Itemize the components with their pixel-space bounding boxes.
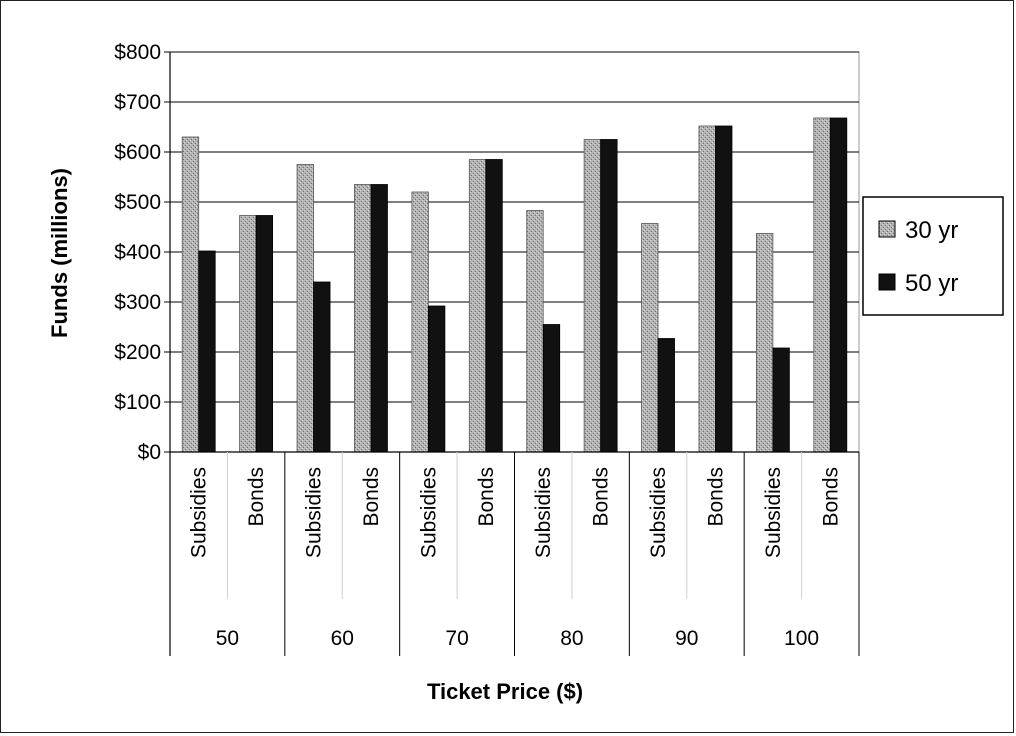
x-group-label: 60 (331, 627, 354, 650)
y-tick-label: $0 (138, 441, 161, 464)
bar-30yr-5 (411, 191, 429, 453)
bar-50yr-2 (255, 215, 274, 453)
x-axis-title: Ticket Price ($) (427, 679, 583, 704)
bar-30yr-2 (239, 215, 257, 453)
legend-swatch-30yr (878, 220, 896, 238)
y-tick-label: $500 (114, 191, 161, 214)
x-subcategory-label: Bonds (360, 467, 383, 527)
x-group-label: 70 (445, 627, 468, 650)
y-tick-label: $700 (114, 91, 161, 114)
y-tick-label: $600 (114, 141, 161, 164)
x-subcategory-label: Subsidies (417, 467, 440, 558)
x-subcategory-label: Bonds (819, 467, 842, 527)
bar-30yr-4 (354, 184, 372, 453)
bar-50yr-10 (715, 125, 733, 453)
gridlines (169, 51, 860, 453)
bar-30yr-6 (468, 159, 487, 453)
x-subcategory-label: Subsidies (188, 467, 211, 558)
x-group-label: 90 (675, 627, 698, 650)
y-axis-title: Funds (millions) (47, 168, 72, 338)
x-subcategory-label: Bonds (590, 467, 613, 527)
x-subcategory-label: Subsidies (532, 467, 555, 558)
bar-30yr-11 (755, 233, 774, 453)
x-group-label: 100 (784, 627, 819, 650)
x-subcategory-label: Bonds (475, 467, 498, 527)
y-tick-label: $800 (114, 41, 161, 64)
x-subcategory-label: Subsidies (647, 467, 670, 558)
bar-50yr-1 (198, 250, 216, 453)
y-tick-label: $300 (114, 291, 161, 314)
bar-50yr-8 (600, 139, 618, 453)
bar-50yr-9 (657, 338, 675, 453)
axis-labels: $0 $100 $200 $300 $400 $500 $600 $700 $800 Subsid… (114, 41, 842, 650)
legend-swatch-50yr (878, 273, 896, 291)
x-subcategory-label: Subsidies (762, 467, 785, 558)
bar-30yr-8 (583, 139, 602, 453)
bar-50yr-7 (542, 324, 561, 453)
bar-50yr-12 (829, 117, 848, 453)
x-group-label: 50 (216, 627, 239, 650)
bar-50yr-5 (427, 305, 446, 453)
bar-50yr-3 (313, 281, 331, 453)
x-group-label: 80 (560, 627, 583, 650)
bar-30yr-9 (641, 223, 659, 453)
bar-30yr-12 (813, 117, 831, 453)
x-subcategory-label: Subsidies (303, 467, 326, 558)
y-tick-label: $100 (114, 391, 161, 414)
bars (181, 117, 848, 453)
legend-label-30yr: 30 yr (905, 217, 958, 244)
bar-30yr-3 (296, 164, 314, 453)
bar-50yr-11 (772, 347, 790, 453)
bar-50yr-4 (370, 184, 388, 453)
bar-30yr-7 (526, 210, 544, 453)
legend: 30 yr 50 yr (862, 196, 1004, 316)
y-tick-label: $400 (114, 241, 161, 264)
y-tick-label: $200 (114, 341, 161, 364)
axes (164, 51, 860, 656)
bar-50yr-6 (485, 159, 503, 453)
bar-30yr-1 (181, 136, 200, 453)
legend-frame (862, 196, 1004, 316)
x-subcategory-label: Bonds (704, 467, 727, 527)
legend-label-50yr: 50 yr (905, 270, 958, 297)
x-subcategory-label: Bonds (245, 467, 268, 527)
bar-30yr-10 (698, 125, 716, 453)
